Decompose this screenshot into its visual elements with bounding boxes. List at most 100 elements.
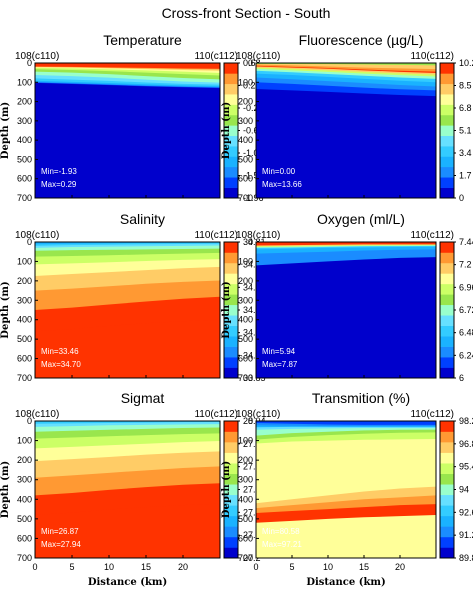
colorbar-swatch bbox=[440, 83, 454, 95]
colorbar-swatch bbox=[440, 104, 454, 116]
y-tick-label: 200 bbox=[17, 276, 32, 286]
station-left-label: 108(c110) bbox=[236, 409, 280, 420]
station-right-label: 110(c112) bbox=[410, 51, 454, 62]
y-tick-label: 500 bbox=[17, 334, 32, 344]
colorbar-tick-label: 27.34 bbox=[243, 530, 266, 540]
y-tick-label: 600 bbox=[17, 174, 32, 184]
colorbar-swatch bbox=[440, 304, 454, 316]
colorbar: 6 6.24 6.48 6.72 6.96 7.2 7.44 bbox=[439, 237, 473, 383]
colorbar-swatch bbox=[224, 315, 238, 326]
colorbar-swatch bbox=[440, 536, 454, 548]
colorbar-swatch bbox=[440, 146, 454, 157]
y-tick-label: 400 bbox=[238, 135, 253, 145]
colorbar-swatch bbox=[440, 283, 454, 295]
colorbar-swatch bbox=[224, 114, 238, 126]
colorbar-swatch bbox=[224, 421, 238, 432]
colorbar-tick-label: 27.2 bbox=[243, 553, 261, 563]
colorbar-tick-label: 27.48 bbox=[243, 507, 266, 517]
colorbar-swatch bbox=[440, 421, 454, 432]
y-tick-label: 200 bbox=[17, 455, 32, 465]
colorbar-swatch bbox=[224, 536, 238, 548]
colorbar-swatch bbox=[440, 294, 454, 306]
colorbar-swatch bbox=[224, 357, 238, 368]
colorbar-swatch bbox=[440, 357, 454, 368]
colorbar-swatch bbox=[440, 242, 454, 253]
min-label: Min=5.94 bbox=[262, 347, 296, 356]
colorbar-tick-label: 0 bbox=[459, 193, 464, 203]
colorbar-swatch bbox=[224, 325, 238, 337]
colorbar-tick-label: 27.76 bbox=[243, 462, 266, 472]
colorbar-swatch bbox=[440, 73, 454, 85]
station-right-label: 110(c112) bbox=[410, 409, 454, 420]
colorbar-tick-label: 6.24 bbox=[459, 350, 473, 360]
x-tick-label: 15 bbox=[359, 562, 369, 572]
colorbar-tick-label: 7.2 bbox=[459, 260, 472, 270]
x-tick-label: 15 bbox=[141, 562, 151, 572]
plot-frame bbox=[34, 241, 221, 379]
colorbar-swatch bbox=[224, 473, 238, 485]
colorbar: 27.2 27.34 27.48 27.62 27.76 27.9 28.04 bbox=[223, 416, 266, 563]
chart-panel: Oxygen (ml/L) 108(c110) 110(c112) 0 100 200 30… bbox=[221, 211, 473, 383]
colorbar-tick-label: -0.64 bbox=[243, 126, 264, 136]
colorbar-swatch bbox=[440, 63, 454, 74]
colorbar-swatch bbox=[440, 315, 454, 326]
y-axis-label: Depth (m) bbox=[0, 461, 11, 518]
colorbar-swatch bbox=[440, 262, 454, 274]
station-left-label: 108(c110) bbox=[236, 230, 280, 241]
y-tick-label: 600 bbox=[17, 354, 32, 364]
chart-panel: Temperature 108(c110) 110(c112) 0 100 200 300 4… bbox=[0, 32, 264, 203]
y-tick-label: 700 bbox=[17, 193, 32, 203]
colorbar-swatch bbox=[224, 367, 238, 379]
colorbar-swatch bbox=[440, 431, 454, 443]
colorbar-swatch bbox=[440, 526, 454, 538]
colorbar-swatch bbox=[224, 431, 238, 443]
max-label: Max=0.29 bbox=[41, 180, 77, 189]
colorbar-tick-label: 89.8 bbox=[459, 553, 473, 563]
colorbar-swatch bbox=[440, 125, 454, 136]
colorbar-swatch bbox=[224, 505, 238, 517]
colorbar-swatch bbox=[224, 346, 238, 358]
y-tick-label: 400 bbox=[17, 494, 32, 504]
y-tick-label: 0 bbox=[27, 237, 32, 247]
panel-title: Oxygen (ml/L) bbox=[317, 211, 405, 227]
colorbar-swatch bbox=[224, 104, 238, 116]
y-tick-label: 0 bbox=[248, 58, 253, 68]
chart-panel: Salinity 108(c110) 110(c112) 0 100 200 300 400 5… bbox=[0, 211, 266, 383]
y-tick-label: 0 bbox=[27, 416, 32, 426]
plot-area bbox=[35, 421, 220, 558]
colorbar-tick-label: 34.17 bbox=[243, 328, 266, 338]
panel-title: Salinity bbox=[120, 211, 165, 227]
colorbar-tick-label: 0.24 bbox=[243, 81, 261, 91]
y-tick-label: 100 bbox=[17, 436, 32, 446]
y-tick-label: 200 bbox=[17, 97, 32, 107]
y-tick-label: 200 bbox=[238, 455, 253, 465]
colorbar-swatch bbox=[224, 83, 238, 95]
station-right-label: 110(c112) bbox=[194, 51, 238, 62]
colorbar-swatch bbox=[224, 187, 238, 199]
station-left-label: 108(c110) bbox=[15, 409, 59, 420]
plot-background bbox=[256, 242, 436, 378]
y-tick-label: 200 bbox=[238, 97, 253, 107]
chart-panel: Transmition (%)108(c110) 110(c112)0100200… bbox=[221, 390, 473, 588]
station-left-label: 108(c110) bbox=[15, 51, 59, 62]
colorbar: 33.85 34.01 34.17 34.33 34.49 34.65 34.81 bbox=[223, 237, 266, 383]
colorbar-tick-label: 91.2 bbox=[459, 530, 473, 540]
y-tick-label: 300 bbox=[17, 295, 32, 305]
min-label: Min=-1.93 bbox=[41, 167, 77, 176]
colorbar-swatch bbox=[224, 484, 238, 496]
colorbar-swatch bbox=[224, 135, 238, 147]
plot-frame bbox=[34, 420, 221, 559]
min-label: Min=80.58 bbox=[262, 527, 300, 536]
colorbar-swatch bbox=[440, 156, 454, 168]
min-label: Min=26.87 bbox=[41, 527, 79, 536]
y-tick-label: 400 bbox=[17, 315, 32, 325]
colorbar-tick-label: 92.6 bbox=[459, 507, 473, 517]
y-axis-label: Depth (m) bbox=[221, 102, 232, 159]
y-tick-label: 700 bbox=[238, 373, 253, 383]
colorbar-swatch bbox=[440, 346, 454, 358]
plot-area bbox=[35, 242, 220, 378]
colorbar-swatch bbox=[440, 135, 454, 147]
max-label: Max=27.94 bbox=[41, 540, 81, 549]
